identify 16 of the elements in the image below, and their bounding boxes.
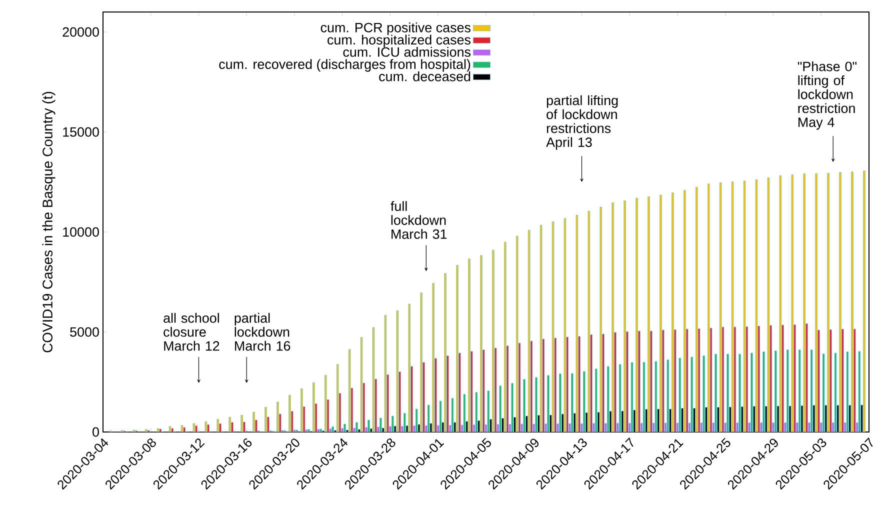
legend-label: cum. deceased <box>379 71 470 82</box>
y-tick-label: 15000 <box>63 127 99 137</box>
annotation: full lockdown March 31 <box>390 201 447 239</box>
y-tick-label: 0 <box>92 427 99 437</box>
y-tick-label: 20000 <box>62 27 99 37</box>
annotation: partial lifting of lockdown restrictions April 13 <box>546 95 618 150</box>
annotation: partial lockdown March 16 <box>234 312 290 351</box>
legend-label: cum. hospitalized cases <box>328 34 470 48</box>
annotation: "Phase 0" lifting of lockdown restriction May 4 <box>798 61 856 130</box>
legend-label: cum. ICU admissions <box>343 46 471 57</box>
legend-label: cum. PCR positive cases <box>320 22 471 36</box>
y-axis-title: COVID19 Cases in the Basque Country (t) <box>42 92 56 352</box>
legend-label: cum. recovered (discharges from hospital) <box>219 59 470 72</box>
y-tick-label: 10000 <box>63 227 99 237</box>
annotation: all school closure March 12 <box>164 312 220 351</box>
y-tick-label: 5000 <box>70 327 99 337</box>
